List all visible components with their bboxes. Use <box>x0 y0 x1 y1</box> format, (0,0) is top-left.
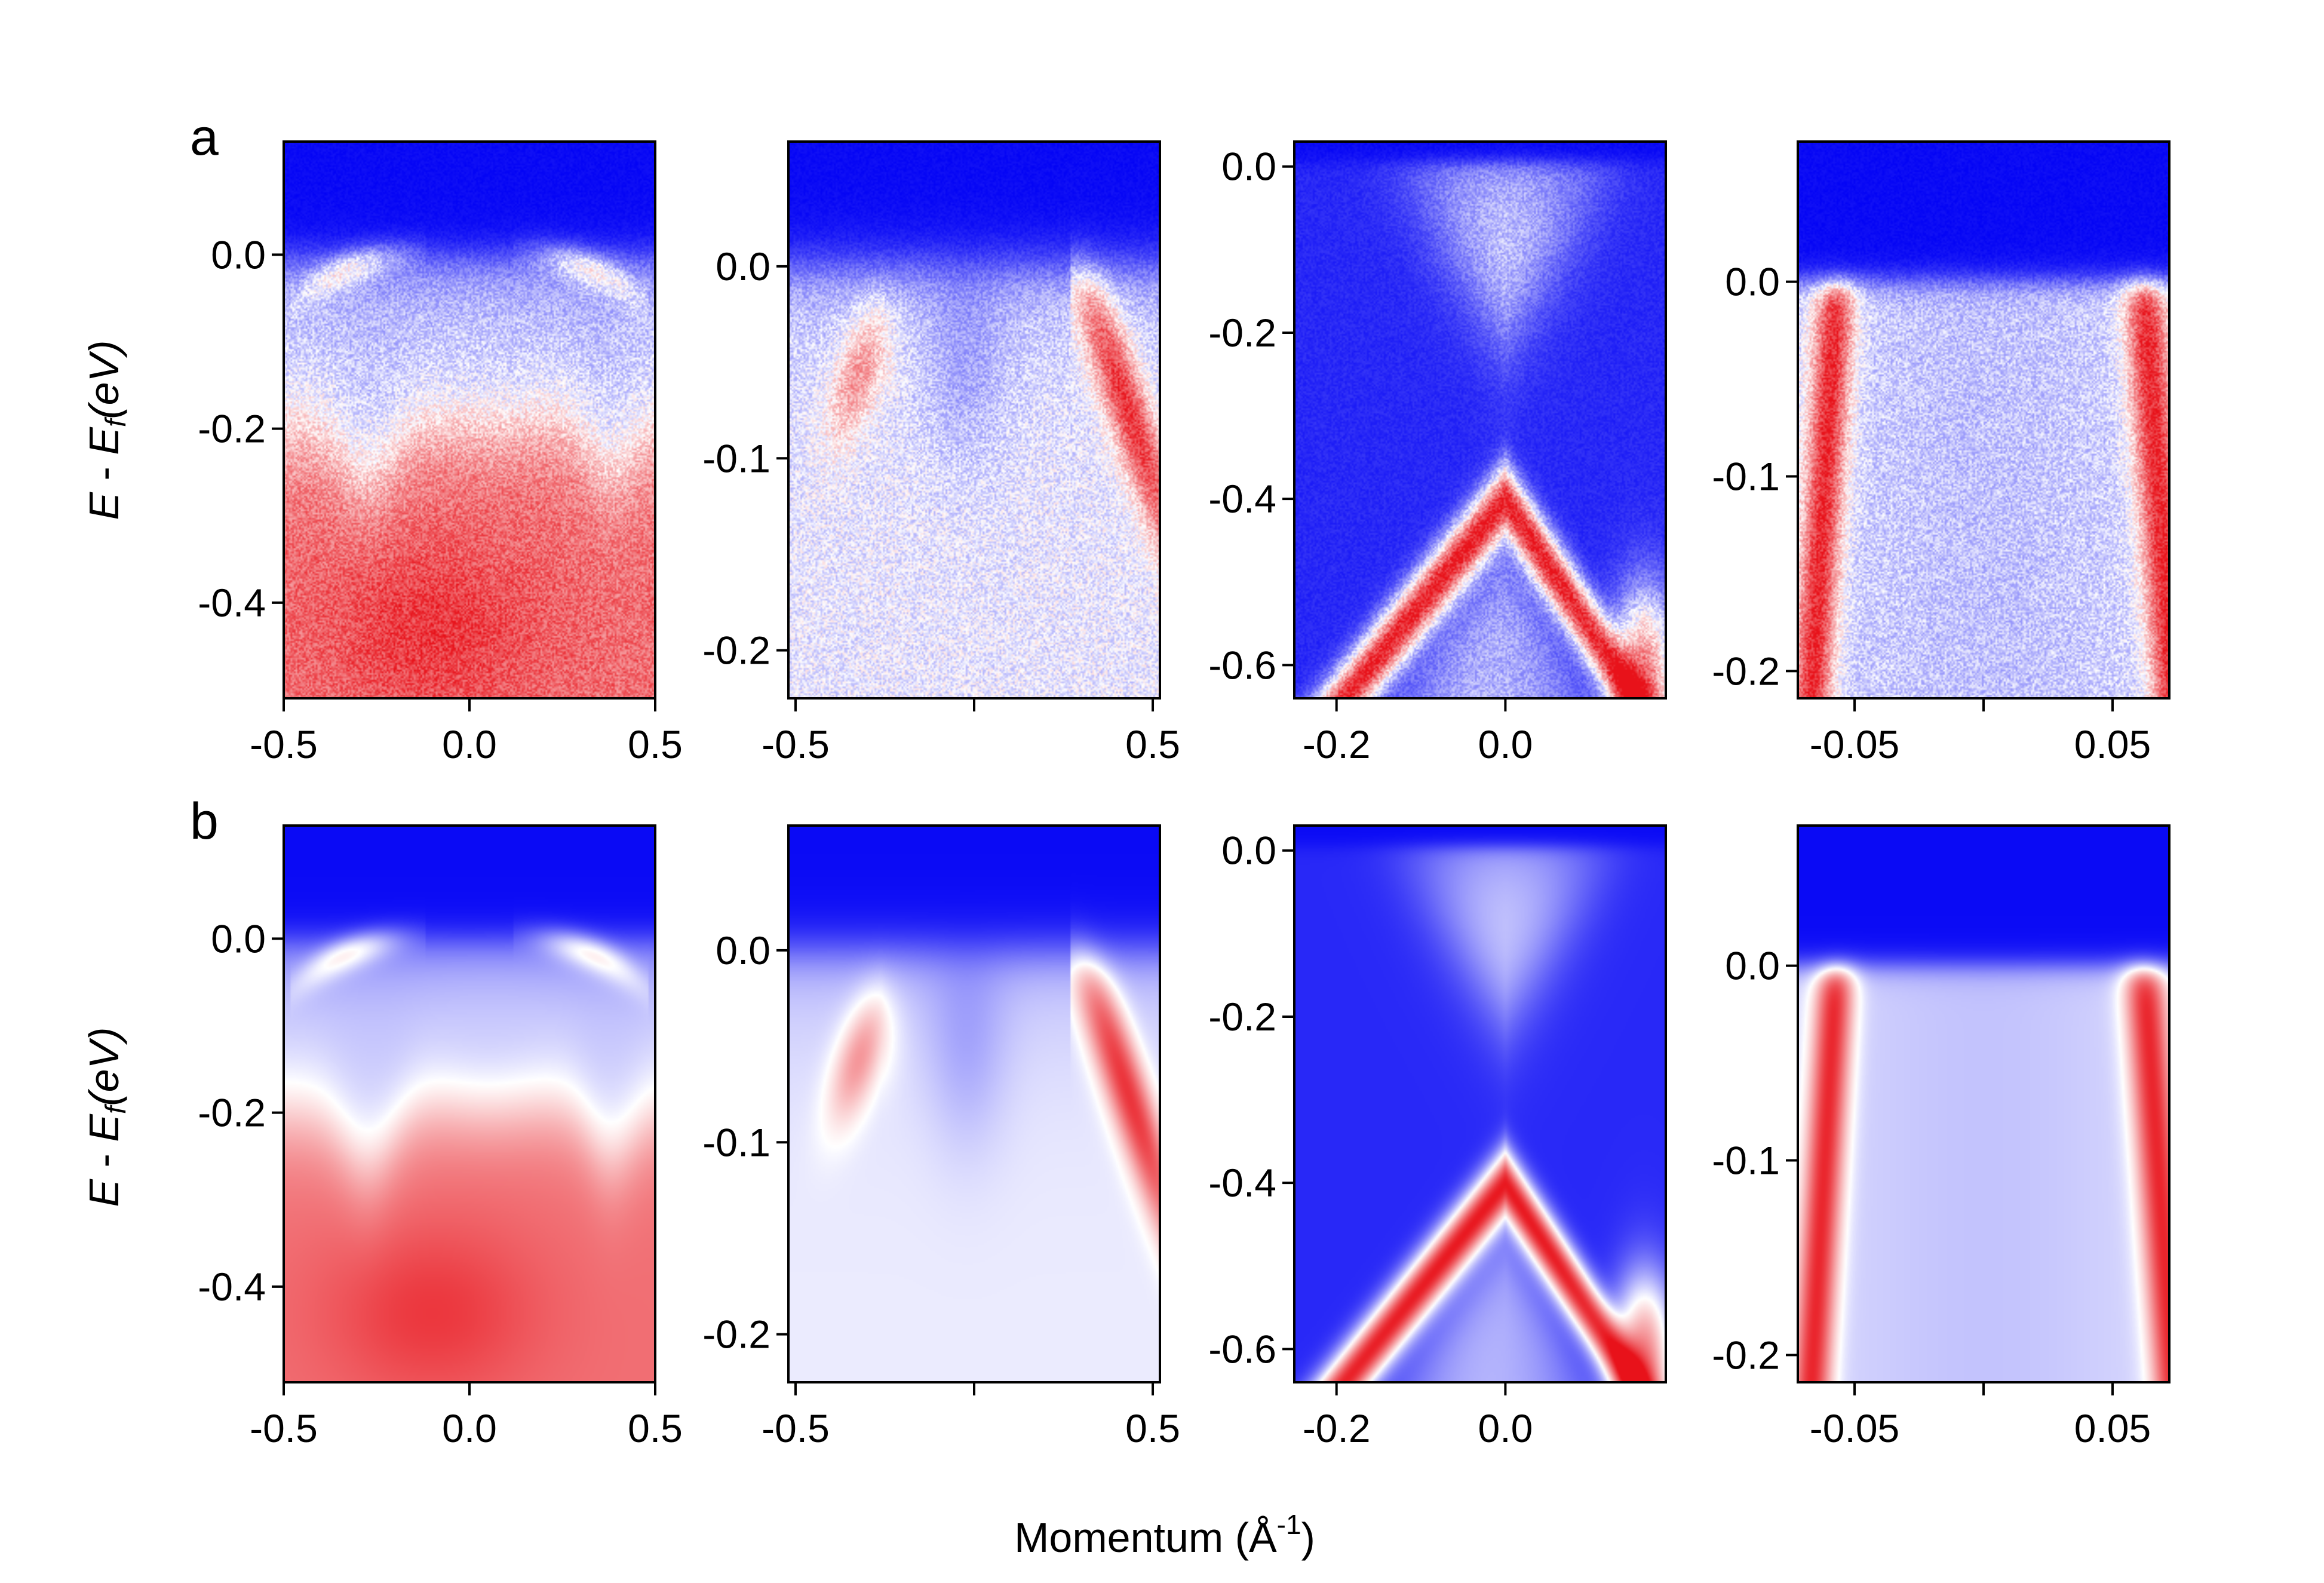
plot-frame <box>1293 140 1667 700</box>
y-tick-label: -0.4 <box>1208 1161 1276 1205</box>
panel-a-dirac-cone: -0.2 0.0 0.0 -0.2 -0.4 -0.6 <box>1208 140 1667 766</box>
plot-frame <box>1293 824 1667 1383</box>
y-tick-label: -0.1 <box>1712 1139 1780 1183</box>
y-tick-label: -0.2 <box>702 1312 770 1357</box>
y-tick-label: 0.0 <box>716 244 770 289</box>
x-tick-label: 0.5 <box>1125 1406 1180 1450</box>
panels-group: -0.5 0.0 0.5 0.0 -0.2 -0.4 a -0.5 0.5 0.0 -0.1 -0.2… <box>190 109 2171 1450</box>
y-tick-label: -0.2 <box>198 407 266 451</box>
x-tick-label: 0.5 <box>628 722 683 766</box>
y-axis-title-row-a: E - Ef(eV) <box>81 340 132 520</box>
panel-letter-b: b <box>190 793 219 850</box>
y-tick-label: -0.1 <box>702 1120 770 1164</box>
x-tick-label: 0.0 <box>1478 722 1533 766</box>
y-axis-title-row-b: E - Ef(eV) <box>81 1027 132 1207</box>
y-tick-label: 0.0 <box>211 232 266 277</box>
heatmap-image <box>1798 826 2169 1382</box>
x-axis-title: Momentum (Å-1) <box>1014 1509 1315 1561</box>
y-tick-label: -0.2 <box>702 628 770 673</box>
y-tick-label: -0.6 <box>1208 643 1276 687</box>
x-tick-label: 0.0 <box>442 722 497 766</box>
x-tick-label: 0.05 <box>2074 1406 2151 1450</box>
panel-b-dirac-cone: -0.2 0.0 0.0 -0.2 -0.4 -0.6 <box>1208 824 1667 1450</box>
x-tick-label: -0.05 <box>1810 1406 1899 1450</box>
y-tick-label: 0.0 <box>716 928 770 972</box>
x-tick-label: -0.2 <box>1303 722 1371 766</box>
y-tick-label: -0.6 <box>1208 1327 1276 1371</box>
x-tick-label: -0.5 <box>762 722 830 766</box>
y-tick-label: -0.4 <box>198 1265 266 1309</box>
y-tick-label: -0.2 <box>1208 995 1276 1039</box>
heatmap-image <box>788 826 1160 1382</box>
y-tick-label: 0.0 <box>1725 260 1780 304</box>
heatmap-image <box>284 142 655 698</box>
y-tick-label: -0.4 <box>1208 477 1276 521</box>
panel-letter-a: a <box>190 109 219 166</box>
panel-a-zoom-bands: -0.05 0.05 0.0 -0.1 -0.2 <box>1712 140 2171 766</box>
heatmap-image <box>1294 142 1666 698</box>
y-tick-label: 0.0 <box>1221 829 1276 873</box>
x-tick-label: -0.05 <box>1810 722 1899 766</box>
x-tick-label: -0.5 <box>250 722 318 766</box>
y-tick-label: -0.2 <box>1208 311 1276 355</box>
y-tick-label: -0.2 <box>1712 649 1780 693</box>
y-tick-label: 0.0 <box>1725 944 1780 988</box>
y-tick-label: -0.1 <box>1712 455 1780 499</box>
x-tick-label: 0.5 <box>1125 722 1180 766</box>
y-tick-label: -0.4 <box>198 581 266 625</box>
heatmap-image <box>788 142 1160 698</box>
x-tick-label: 0.05 <box>2074 722 2151 766</box>
x-tick-label: 0.0 <box>1478 1406 1533 1450</box>
heatmap-image <box>1294 826 1666 1382</box>
panel-b-zoom-bands: -0.05 0.05 0.0 -0.1 -0.2 <box>1712 824 2171 1450</box>
y-tick-label: -0.2 <box>198 1091 266 1135</box>
panel-a-wide-scan: -0.5 0.0 0.5 0.0 -0.2 -0.4 a <box>190 109 683 766</box>
panel-b-two-bands: -0.5 0.5 0.0 -0.1 -0.2 <box>702 824 1180 1450</box>
panel-b-wide-scan: -0.5 0.0 0.5 0.0 -0.2 -0.4 b <box>190 793 683 1450</box>
y-tick-label: -0.2 <box>1712 1333 1780 1377</box>
panel-a-two-bands: -0.5 0.5 0.0 -0.1 -0.2 <box>702 140 1180 766</box>
y-tick-label: -0.1 <box>702 436 770 480</box>
x-tick-label: -0.5 <box>762 1406 830 1450</box>
heatmap-image <box>284 826 655 1382</box>
x-tick-label: 0.5 <box>628 1406 683 1450</box>
y-tick-label: 0.0 <box>1221 145 1276 189</box>
x-tick-label: 0.0 <box>442 1406 497 1450</box>
heatmap-image <box>1798 142 2169 698</box>
y-tick-label: 0.0 <box>211 916 266 961</box>
x-tick-label: -0.5 <box>250 1406 318 1450</box>
x-tick-label: -0.2 <box>1303 1406 1371 1450</box>
